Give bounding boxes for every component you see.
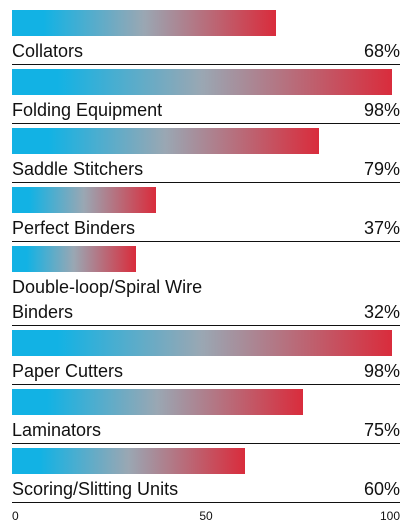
bar — [12, 69, 393, 95]
bar — [12, 187, 156, 213]
label-row: Paper Cutters 98% — [12, 359, 400, 385]
label-row: Scoring/Slitting Units 60% — [12, 477, 400, 503]
value-label: 75% — [363, 420, 400, 440]
label-row: Laminators 75% — [12, 418, 400, 444]
rows: Collators 68% Folding Equipment 98% Saddle S… — [12, 10, 400, 503]
bar-row: Paper Cutters 98% — [12, 330, 400, 385]
x-tick-label: 0 — [12, 509, 19, 523]
value-label: 98% — [363, 100, 400, 120]
x-axis: 0 50 100 — [12, 507, 400, 527]
value-label: 32% — [363, 302, 400, 322]
value-label: 68% — [363, 41, 400, 61]
category-label: Scoring/Slitting Units — [12, 479, 179, 499]
bar-row: Laminators 75% — [12, 389, 400, 444]
bar-row: Folding Equipment 98% — [12, 69, 400, 124]
category-label: Paper Cutters — [12, 361, 124, 381]
category-label: Saddle Stitchers — [12, 159, 144, 179]
label-row: Double-loop/Spiral Wire Binders 32% — [12, 275, 400, 326]
x-tick-label: 50 — [199, 509, 213, 523]
label-row: Collators 68% — [12, 39, 400, 65]
bar-row: Saddle Stitchers 79% — [12, 128, 400, 183]
category-label: Folding Equipment — [12, 100, 163, 120]
bar — [12, 389, 303, 415]
value-label: 98% — [363, 361, 400, 381]
bar-row: Perfect Binders 37% — [12, 187, 400, 242]
value-label: 37% — [363, 218, 400, 238]
value-label: 60% — [363, 479, 400, 499]
x-tick-label: 100 — [379, 509, 400, 523]
category-label: Collators — [12, 41, 84, 61]
value-label: 79% — [363, 159, 400, 179]
label-row: Saddle Stitchers 79% — [12, 157, 400, 183]
bar-row: Collators 68% — [12, 10, 400, 65]
category-label: Perfect Binders — [12, 218, 136, 238]
bar — [12, 10, 276, 36]
bar — [12, 448, 245, 474]
bar-row: Double-loop/Spiral Wire Binders 32% — [12, 246, 400, 326]
label-row: Folding Equipment 98% — [12, 98, 400, 124]
category-label: Laminators — [12, 420, 102, 440]
label-row: Perfect Binders 37% — [12, 216, 400, 242]
bar-row: Scoring/Slitting Units 60% — [12, 448, 400, 503]
bar — [12, 128, 319, 154]
category-label: Double-loop/Spiral Wire Binders — [12, 277, 203, 322]
bar — [12, 246, 137, 272]
bar — [12, 330, 393, 356]
